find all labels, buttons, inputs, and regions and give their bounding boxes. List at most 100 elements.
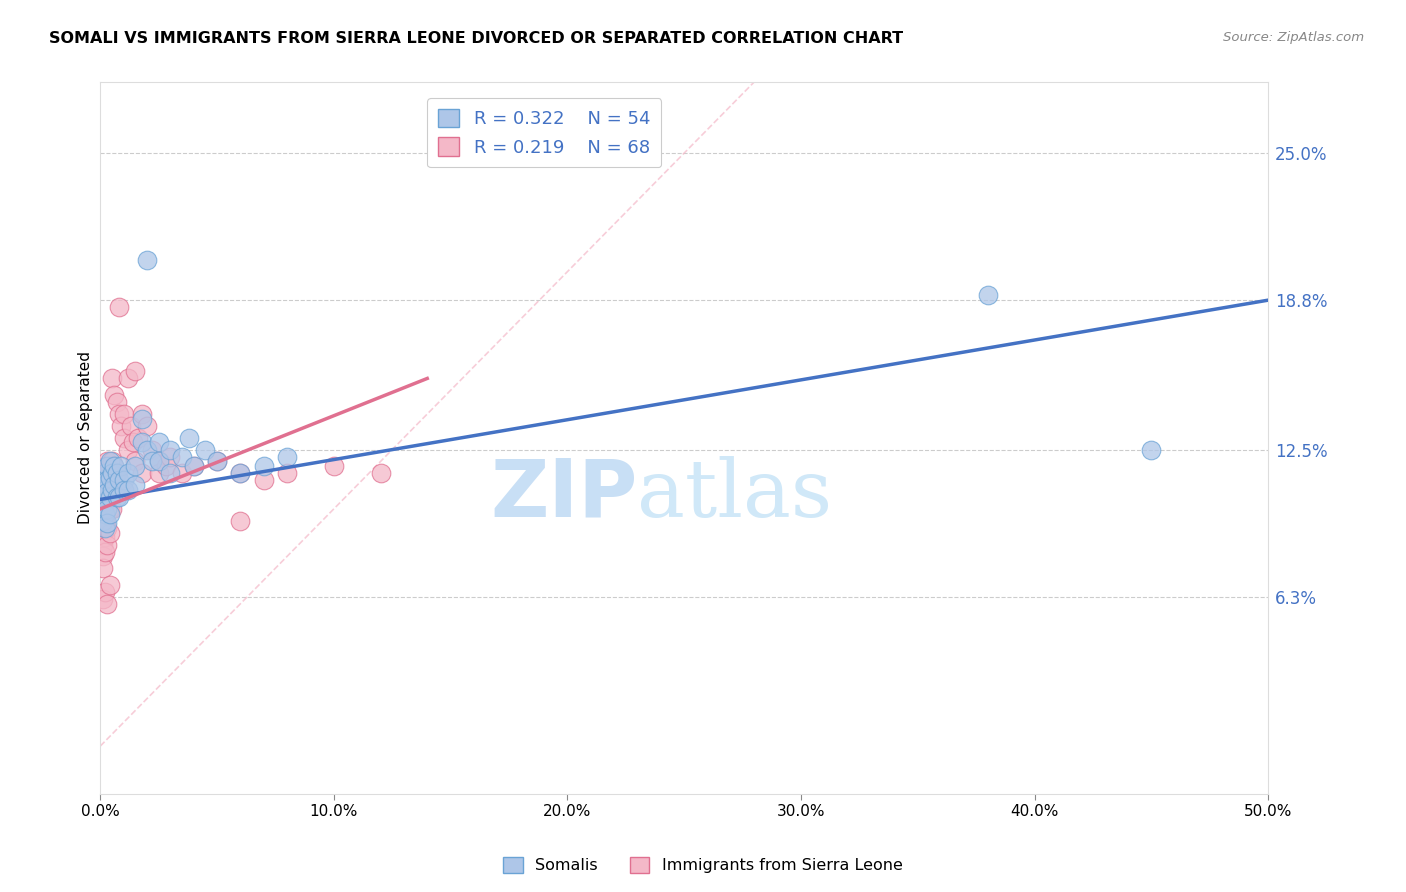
- Point: [108, 490, 131, 504]
- Point: [170, 450, 193, 464]
- Point: [159, 467, 181, 481]
- Point: [110, 459, 132, 474]
- Point: [103, 483, 125, 497]
- Point: [124, 459, 146, 474]
- Point: [124, 478, 146, 492]
- Point: [91, 483, 114, 497]
- Point: [105, 395, 128, 409]
- Point: [91, 561, 114, 575]
- Point: [194, 442, 217, 457]
- Point: [91, 502, 114, 516]
- Point: [117, 371, 139, 385]
- Text: SOMALI VS IMMIGRANTS FROM SIERRA LEONE DIVORCED OR SEPARATED CORRELATION CHART: SOMALI VS IMMIGRANTS FROM SIERRA LEONE D…: [49, 31, 903, 46]
- Point: [98, 454, 121, 468]
- Point: [131, 435, 153, 450]
- Point: [94, 467, 117, 481]
- Point: [94, 495, 117, 509]
- Point: [98, 490, 121, 504]
- Point: [108, 300, 131, 314]
- Point: [105, 490, 128, 504]
- Point: [253, 459, 276, 474]
- Point: [96, 537, 118, 551]
- Point: [94, 544, 117, 558]
- Point: [117, 483, 139, 497]
- Point: [112, 474, 135, 488]
- Point: [177, 431, 200, 445]
- Point: [155, 459, 177, 474]
- Point: [117, 467, 139, 481]
- Point: [98, 502, 121, 516]
- Point: [136, 442, 159, 457]
- Point: [136, 418, 159, 433]
- Point: [124, 454, 146, 468]
- Point: [91, 490, 114, 504]
- Point: [91, 537, 114, 551]
- Point: [96, 483, 118, 497]
- Point: [105, 467, 128, 481]
- Point: [96, 521, 118, 535]
- Point: [103, 478, 125, 492]
- Point: [103, 388, 125, 402]
- Point: [94, 483, 117, 497]
- Point: [148, 454, 170, 468]
- Point: [94, 585, 117, 599]
- Point: [110, 418, 132, 433]
- Point: [96, 597, 118, 611]
- Point: [98, 471, 121, 485]
- Point: [91, 592, 114, 607]
- Point: [229, 514, 252, 528]
- Point: [96, 454, 118, 468]
- Point: [98, 459, 121, 474]
- Point: [183, 459, 205, 474]
- Point: [276, 450, 298, 464]
- Text: ZIP: ZIP: [491, 456, 637, 533]
- Point: [229, 467, 252, 481]
- Point: [96, 502, 118, 516]
- Point: [122, 435, 145, 450]
- Point: [120, 418, 142, 433]
- Point: [1140, 442, 1163, 457]
- Point: [96, 516, 118, 530]
- Point: [112, 407, 135, 421]
- Point: [94, 521, 117, 535]
- Point: [229, 467, 252, 481]
- Point: [159, 442, 181, 457]
- Text: atlas: atlas: [637, 456, 832, 533]
- Point: [101, 467, 124, 481]
- Point: [148, 454, 170, 468]
- Point: [94, 459, 117, 474]
- Point: [136, 252, 159, 267]
- Point: [170, 467, 193, 481]
- Point: [131, 407, 153, 421]
- Point: [131, 411, 153, 425]
- Point: [98, 578, 121, 592]
- Point: [205, 454, 228, 468]
- Point: [101, 502, 124, 516]
- Point: [253, 474, 276, 488]
- Point: [141, 454, 163, 468]
- Point: [98, 478, 121, 492]
- Point: [124, 364, 146, 378]
- Point: [91, 474, 114, 488]
- Point: [91, 514, 114, 528]
- Legend: Somalis, Immigrants from Sierra Leone: Somalis, Immigrants from Sierra Leone: [496, 850, 910, 880]
- Point: [112, 483, 135, 497]
- Point: [94, 530, 117, 544]
- Point: [977, 288, 1000, 302]
- Point: [148, 467, 170, 481]
- Point: [94, 497, 117, 511]
- Point: [91, 478, 114, 492]
- Point: [96, 474, 118, 488]
- Point: [148, 435, 170, 450]
- Point: [103, 459, 125, 474]
- Point: [131, 467, 153, 481]
- Point: [112, 431, 135, 445]
- Point: [91, 502, 114, 516]
- Point: [91, 514, 114, 528]
- Point: [276, 467, 298, 481]
- Point: [96, 467, 118, 481]
- Point: [101, 454, 124, 468]
- Point: [103, 459, 125, 474]
- Point: [101, 483, 124, 497]
- Point: [91, 490, 114, 504]
